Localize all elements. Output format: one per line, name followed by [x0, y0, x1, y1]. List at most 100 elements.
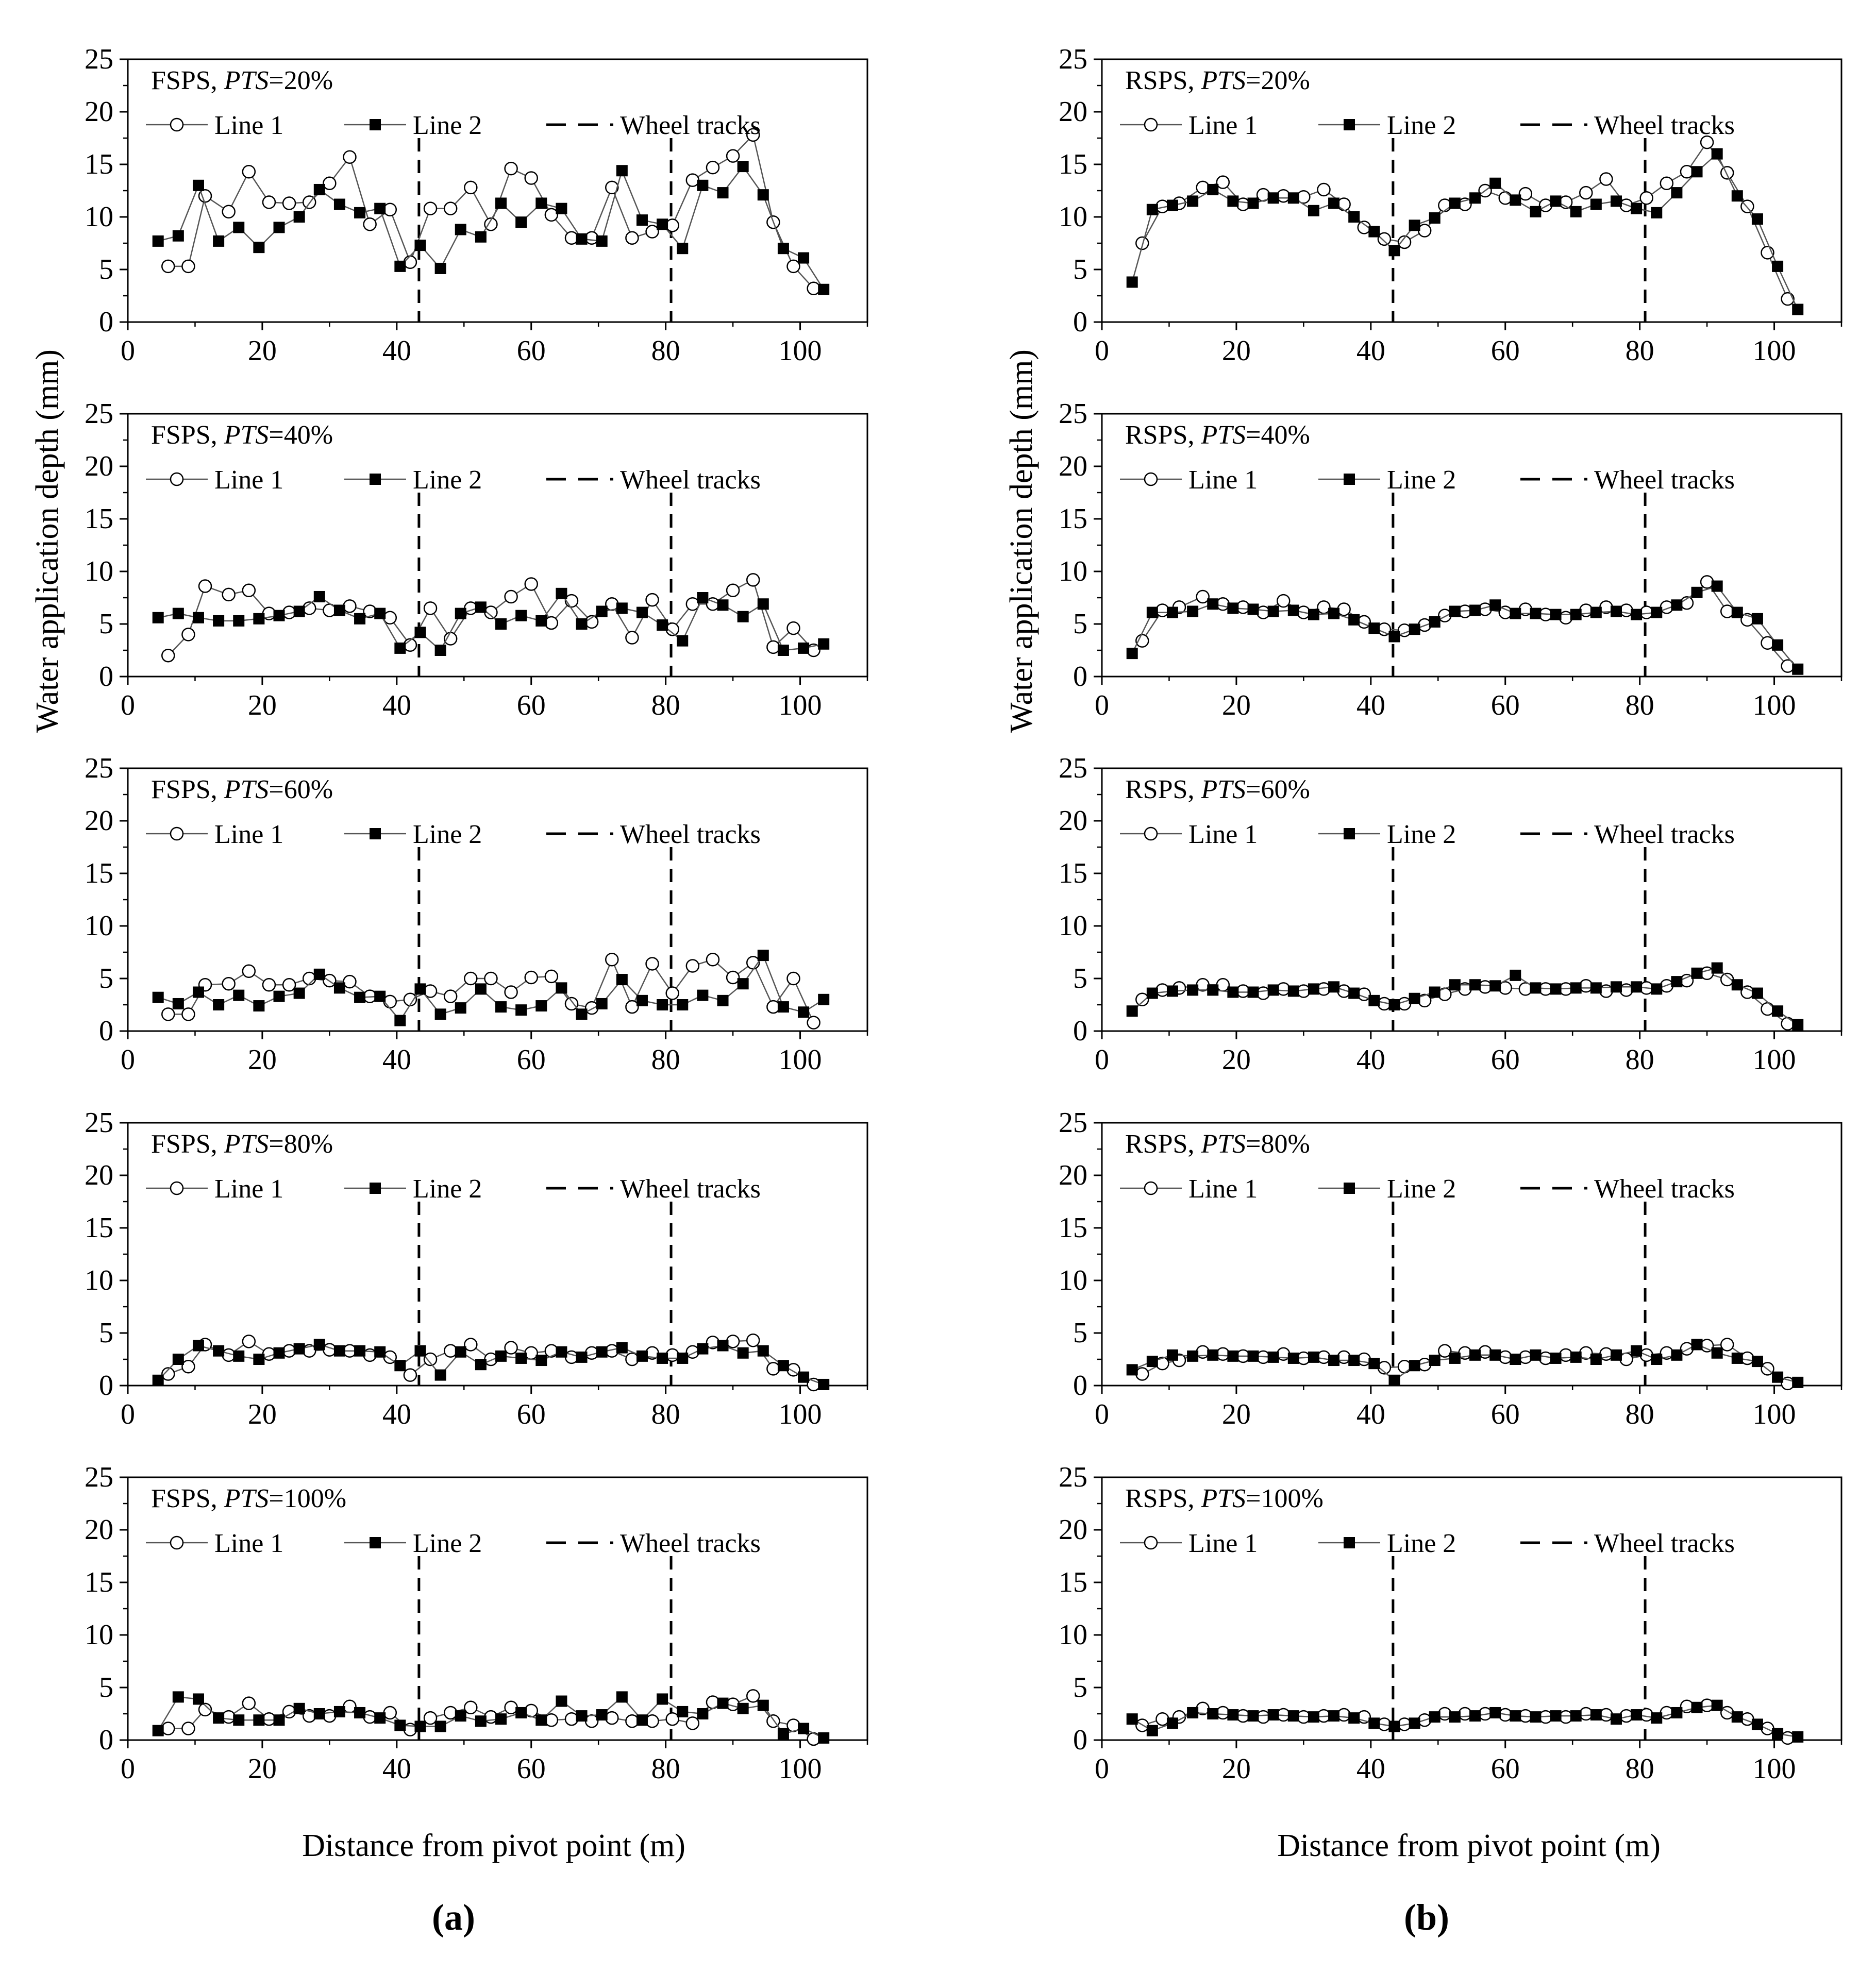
line-1-point [665, 986, 679, 1000]
y-tick-label: 5 [99, 254, 113, 285]
x-tick-label: 20 [248, 335, 277, 367]
line-1-point [1135, 1367, 1149, 1381]
y-tick-label: 0 [1073, 661, 1087, 693]
line-2-point [1469, 604, 1481, 616]
panel-rsps-pts-80: 0 5 10 15 20 25 0 20 40 60 80 100 RSPS, PTS=80% Line … [1059, 1107, 1842, 1430]
line-1-series [168, 133, 814, 289]
line-2-point [253, 613, 265, 625]
line-2-point [1146, 1356, 1158, 1368]
line-2-point [1126, 1005, 1138, 1017]
y-tick-label: 20 [1059, 805, 1087, 837]
line-1-point [544, 1344, 559, 1358]
line-2-point [1570, 609, 1582, 620]
panel-title-system: RSPS, [1125, 775, 1201, 804]
panel-title-system: RSPS, [1125, 66, 1201, 95]
y-tick-label: 5 [99, 963, 113, 994]
line-2-point [374, 203, 386, 214]
x-tick-label: 100 [1753, 1398, 1796, 1430]
line-2-point [596, 1346, 608, 1358]
line-2-point [1287, 1710, 1299, 1722]
line-1-point [443, 989, 458, 1003]
legend: Line 1 Line 2 Wheel tracks [146, 465, 761, 495]
line-1-point [443, 201, 458, 215]
y-tick-label: 25 [85, 1461, 113, 1493]
line-2-point [1711, 1699, 1723, 1711]
line-1-point [161, 259, 175, 274]
panel-title-pts-value: =80% [1246, 1129, 1310, 1159]
line-2-point [1610, 1713, 1622, 1725]
line-1-point [1337, 602, 1351, 616]
plot-frame [1101, 413, 1842, 678]
line-2-point [354, 613, 366, 625]
line-2-point [1388, 1720, 1400, 1732]
line-2-point [192, 612, 204, 623]
panel-title: RSPS, PTS=80% [1125, 1129, 1310, 1159]
panel-title-pts-label: PTS [1200, 1484, 1246, 1513]
line-1-point [1216, 977, 1230, 992]
line-2-point [374, 990, 386, 1002]
panel-title: FSPS, PTS=40% [151, 420, 333, 450]
line-2-point [273, 1714, 285, 1726]
line-2-point [1671, 187, 1683, 199]
line-1-point [1135, 236, 1149, 250]
line-2-point [293, 1702, 305, 1714]
line-2-point [1550, 1352, 1562, 1364]
line-2-point [596, 998, 608, 1009]
line-2-point [1328, 608, 1340, 619]
line-2-point [1227, 602, 1239, 614]
x-tick-label: 60 [517, 1044, 546, 1076]
line-2-point [1469, 979, 1481, 991]
panel-title-pts-value: =80% [269, 1129, 333, 1159]
y-tick-label: 10 [85, 1264, 113, 1296]
line-1-point [1579, 979, 1593, 993]
line-2-series [158, 954, 824, 1022]
line-2-point [1631, 1709, 1643, 1721]
line-1-point [1740, 1351, 1754, 1365]
x-tick-label: 0 [121, 1753, 135, 1785]
line-2-point [313, 183, 325, 195]
line-1-point [524, 171, 538, 185]
line-2-point [1126, 1364, 1138, 1376]
plot-frame [127, 413, 868, 678]
line-2-point [535, 615, 547, 627]
line-1-point [1317, 182, 1331, 197]
y-tick-label: 20 [1059, 450, 1087, 482]
line-1-point [1397, 235, 1412, 249]
line-1-point [242, 1335, 256, 1348]
line-2-point [1388, 999, 1400, 1010]
line-2-point [1409, 623, 1420, 635]
line-1-point [262, 977, 276, 992]
y-tick-label: 20 [1059, 96, 1087, 128]
x-tick-label: 60 [517, 1398, 546, 1430]
panel-title-pts-value: =40% [1246, 420, 1310, 450]
line-1-point [1135, 992, 1149, 1007]
line-2-point [1792, 303, 1804, 315]
line-2-point [495, 1350, 507, 1362]
line-1-point [222, 587, 236, 602]
x-tick-label: 20 [248, 1044, 277, 1076]
line-1-point [665, 218, 679, 232]
line-1-point [584, 231, 599, 245]
line-2-point [192, 179, 204, 191]
line-2-point [192, 1340, 204, 1352]
x-tick-label: 0 [121, 335, 135, 367]
line-1-point [645, 225, 659, 239]
x-tick-label: 0 [121, 1398, 135, 1430]
line-1-point [383, 611, 397, 625]
line-2-point [798, 1371, 810, 1383]
line-1-point [443, 1706, 458, 1720]
x-tick-label: 0 [1095, 1044, 1109, 1076]
line-1-point [181, 259, 195, 274]
line-1-series [1142, 141, 1788, 299]
y-tick-label: 25 [85, 1107, 113, 1139]
line-2-point [213, 1345, 225, 1357]
legend-wheel-tracks-label: Wheel tracks [620, 820, 761, 849]
line-2-point [1308, 609, 1319, 620]
line-2-point [233, 222, 245, 233]
line-1-point [242, 165, 256, 179]
line-2-point [757, 1699, 769, 1711]
legend-line-2-marker [370, 1183, 381, 1194]
panel-title-pts-label: PTS [224, 1129, 269, 1159]
line-2-point [1772, 639, 1784, 651]
